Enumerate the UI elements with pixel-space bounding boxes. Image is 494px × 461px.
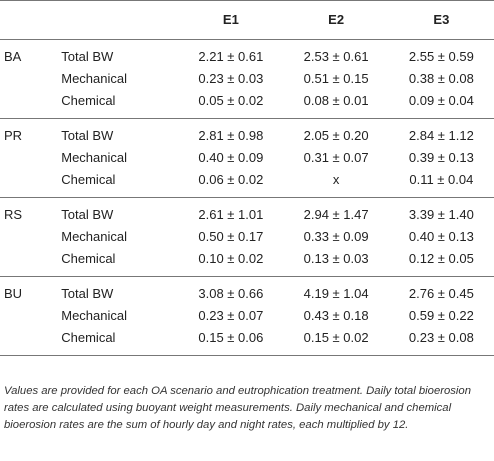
metric-label: Mechanical [61,229,128,244]
cell-e1: 0.05 ± 0.02 [178,90,284,119]
table-row: Chemical 0.06 ± 0.02 x 0.11 ± 0.04 [0,169,494,198]
table-row: BA Total BW 2.21 ± 0.61 2.53 ± 0.61 2.55… [0,40,494,69]
cell-e1: 0.10 ± 0.02 [178,248,284,277]
cell-e1: 0.06 ± 0.02 [178,169,284,198]
table-row: PR Total BW 2.81 ± 0.98 2.05 ± 0.20 2.84… [0,119,494,148]
metric-label: Total BW [61,49,114,64]
cell-e2: 0.13 ± 0.03 [283,248,389,277]
header-metric [61,0,179,40]
cell-e1: 3.08 ± 0.66 [198,286,264,301]
table-row: RS Total BW 2.61 ± 1.01 2.94 ± 1.47 3.39… [0,198,494,227]
cell-e1: 2.81 ± 0.98 [198,128,264,143]
cell-e1: 2.21 ± 0.61 [198,49,264,64]
metric-label: Chemical [61,90,179,119]
cell-e3: 0.09 ± 0.04 [388,90,494,119]
table-row: Mechanical 0.23 ± 0.07 0.43 ± 0.18 0.59 … [0,305,494,327]
cell-e2: 0.33 ± 0.09 [303,229,369,244]
metric-label: Total BW [61,128,114,143]
group-label-empty [0,147,61,169]
cell-e1: 0.40 ± 0.09 [198,150,264,165]
table-header: E1 E2 E3 [0,0,494,40]
header-row: E1 E2 E3 [0,0,494,40]
cell-e3: 0.59 ± 0.22 [408,308,474,323]
group-ba: BA Total BW 2.21 ± 0.61 2.53 ± 0.61 2.55… [0,40,494,119]
cell-e2: 0.08 ± 0.01 [283,90,389,119]
cell-e1: 0.50 ± 0.17 [198,229,264,244]
group-rs: RS Total BW 2.61 ± 1.01 2.94 ± 1.47 3.39… [0,198,494,277]
group-label-empty [0,248,62,277]
cell-e2: 2.53 ± 0.61 [303,49,369,64]
data-table-container: E1 E2 E3 BA Total BW 2.21 ± 0.61 2.53 ± … [0,0,494,356]
cell-e2: 0.43 ± 0.18 [303,308,369,323]
group-bu: BU Total BW 3.08 ± 0.66 4.19 ± 1.04 2.76… [0,277,494,356]
cell-e2: 2.94 ± 1.47 [303,207,369,222]
cell-e3: 3.39 ± 1.40 [408,207,474,222]
cell-e3: 0.23 ± 0.08 [388,327,494,356]
group-label: PR [4,128,23,143]
cell-e3: 0.40 ± 0.13 [408,229,474,244]
group-label: BA [4,49,22,64]
bioerosion-table: E1 E2 E3 BA Total BW 2.21 ± 0.61 2.53 ± … [0,0,494,356]
table-row: Chemical 0.10 ± 0.02 0.13 ± 0.03 0.12 ± … [0,248,494,277]
metric-label: Total BW [61,286,114,301]
cell-e3: 0.12 ± 0.05 [388,248,494,277]
metric-label: Chemical [61,248,179,277]
table-row: Mechanical 0.50 ± 0.17 0.33 ± 0.09 0.40 … [0,226,494,248]
cell-e2: x [283,169,389,198]
cell-e1: 2.61 ± 1.01 [198,207,264,222]
cell-e1: 0.23 ± 0.03 [198,71,264,86]
table-row: Mechanical 0.23 ± 0.03 0.51 ± 0.15 0.38 … [0,68,494,90]
metric-label: Mechanical [61,71,128,86]
metric-label: Chemical [61,327,179,356]
metric-label: Chemical [61,169,179,198]
group-label-empty [0,68,61,90]
group-label-empty [0,226,61,248]
header-e1: E1 [178,0,284,40]
cell-e3: 2.76 ± 0.45 [408,286,474,301]
cell-e2: 0.15 ± 0.02 [283,327,389,356]
header-e2: E2 [283,0,389,40]
cell-e3: 0.38 ± 0.08 [408,71,474,86]
group-label-empty [0,169,62,198]
group-label-empty [0,90,62,119]
table-footnote: Values are provided for each OA scenario… [4,385,471,431]
header-group [0,0,62,40]
cell-e1: 0.23 ± 0.07 [198,308,264,323]
cell-e2: 0.31 ± 0.07 [303,150,369,165]
cell-e3: 2.55 ± 0.59 [408,49,474,64]
cell-e3: 2.84 ± 1.12 [408,128,474,143]
cell-e2: 2.05 ± 0.20 [303,128,369,143]
table-row: Chemical 0.05 ± 0.02 0.08 ± 0.01 0.09 ± … [0,90,494,119]
cell-e3: 0.11 ± 0.04 [388,169,494,198]
cell-e1: 0.15 ± 0.06 [178,327,284,356]
table-row: Chemical 0.15 ± 0.06 0.15 ± 0.02 0.23 ± … [0,327,494,356]
cell-e2: 4.19 ± 1.04 [303,286,369,301]
cell-e3: 0.39 ± 0.13 [408,150,474,165]
group-label: BU [4,286,23,301]
group-label: RS [4,207,23,222]
group-label-empty [0,327,62,356]
table-row: Mechanical 0.40 ± 0.09 0.31 ± 0.07 0.39 … [0,147,494,169]
group-pr: PR Total BW 2.81 ± 0.98 2.05 ± 0.20 2.84… [0,119,494,198]
table-row: BU Total BW 3.08 ± 0.66 4.19 ± 1.04 2.76… [0,277,494,306]
cell-e2: 0.51 ± 0.15 [303,71,369,86]
header-e3: E3 [388,0,494,40]
metric-label: Mechanical [61,308,128,323]
metric-label: Total BW [61,207,114,222]
metric-label: Mechanical [61,150,128,165]
group-label-empty [0,305,61,327]
